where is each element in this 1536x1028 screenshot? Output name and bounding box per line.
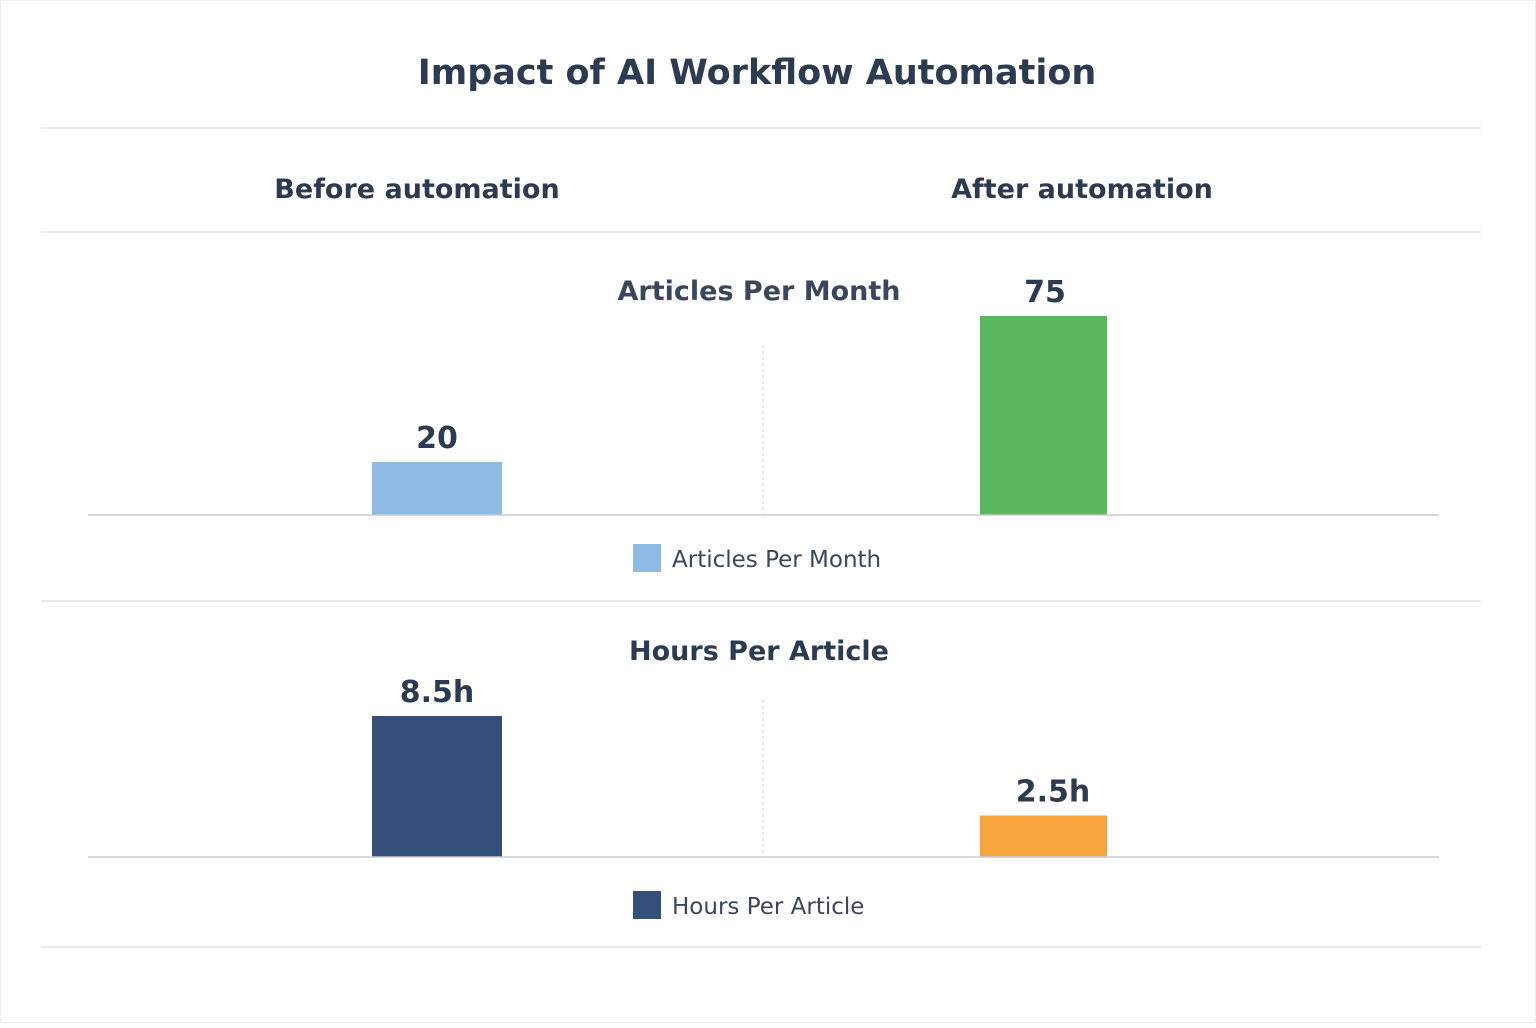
column-header-before: Before automation: [274, 174, 559, 205]
legend-swatch: [633, 544, 661, 572]
bar-before: [372, 461, 502, 515]
data-label: 2.5h: [1016, 775, 1091, 810]
chart-title: Impact of AI Workflow Automation: [418, 53, 1097, 93]
legend-label: Articles Per Month: [672, 547, 881, 573]
panel-title: Hours Per Article: [629, 636, 889, 667]
bar-after: [980, 316, 1107, 515]
legend-label: Hours Per Article: [672, 894, 864, 920]
bar-after: [980, 815, 1107, 857]
data-label: 75: [1024, 275, 1066, 310]
data-label: 8.5h: [400, 675, 475, 710]
panel-title: Articles Per Month: [618, 276, 901, 307]
data-label: 20: [416, 421, 458, 456]
legend-swatch: [633, 891, 661, 919]
column-header-after: After automation: [951, 174, 1213, 205]
bar-before: [372, 716, 502, 857]
